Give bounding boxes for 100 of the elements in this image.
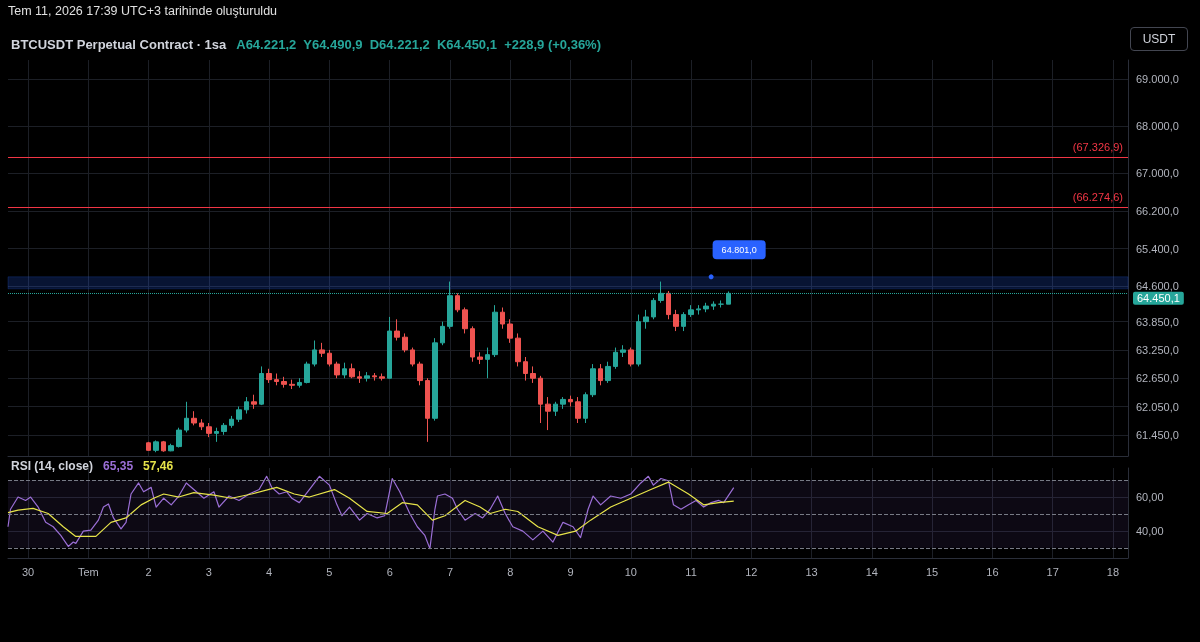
candlestick: [651, 297, 656, 320]
x-tick-label: 30: [21, 565, 35, 578]
candlestick: [394, 318, 400, 341]
candlestick: [666, 290, 671, 320]
candlestick: [718, 299, 724, 308]
x-tick-label: 5: [326, 565, 333, 578]
annotation: 65,35: [103, 459, 134, 473]
x-tick-label: 14: [865, 565, 878, 578]
candlestick: [620, 344, 626, 358]
line-series: [7, 475, 735, 550]
candlestick: [590, 363, 596, 398]
x-tick-label: 9: [567, 565, 574, 578]
chart-title: RSI (14, close): [11, 459, 94, 473]
candlestick: [515, 332, 521, 367]
y-tick-label: 62.650,0: [1136, 372, 1179, 385]
candlestick: [176, 427, 182, 449]
candlestick: [696, 304, 701, 316]
x-tick-label: 13: [805, 565, 818, 578]
candlestick: [470, 325, 475, 363]
candlestick: [432, 337, 438, 422]
candlestick: [161, 440, 166, 453]
candlestick: [184, 401, 189, 433]
ref-line-label: (66.274,6): [1072, 190, 1123, 203]
x-tick-label: 12: [745, 565, 758, 578]
candlestick: [507, 318, 513, 344]
line-series: [7, 481, 735, 538]
candlestick: [199, 418, 204, 431]
candlestick: [229, 415, 234, 429]
candlestick: [530, 365, 536, 384]
y-tick-label: 60,00: [1136, 490, 1164, 503]
x-tick-label: 10: [624, 565, 637, 578]
candlestick: [364, 371, 370, 383]
candlestick: [402, 332, 408, 353]
candlestick: [334, 361, 340, 379]
chart-subtitle: A64.221,2 Y64.490,9 D64.221,2 K64.450,1 +228,9 (+0,36%): [236, 36, 602, 52]
candlestick: [259, 365, 264, 406]
x-tick-label: 6: [386, 565, 393, 578]
candlestick: [553, 401, 558, 417]
ref-line-label: 64.450,1: [1137, 292, 1180, 305]
candlestick: [711, 300, 716, 311]
candlestick: [281, 376, 287, 389]
y-tick-label: 64.600,0: [1136, 280, 1179, 293]
candlestick: [538, 375, 543, 424]
candlestick: [387, 316, 392, 380]
chart-title: BTCUSDT Perpetual Contract · 1sa: [11, 36, 228, 52]
x-tick-label: 3: [205, 565, 212, 578]
candlestick: [214, 427, 219, 443]
candlestick: [598, 363, 603, 386]
candlestick: [440, 321, 445, 346]
candlestick: [455, 292, 460, 313]
y-tick-label: 40,00: [1136, 524, 1164, 537]
candlestick: [206, 422, 212, 438]
candlestick: [349, 363, 355, 379]
candlestick: [583, 391, 588, 424]
candlestick: [560, 396, 566, 410]
candlestick: [251, 394, 257, 410]
candlestick: [312, 340, 317, 367]
x-tick-label: 15: [926, 565, 939, 578]
x-tick-label: 8: [507, 565, 514, 578]
candlestick: [274, 373, 279, 386]
y-tick-label: 67.000,0: [1136, 167, 1179, 180]
candlestick: [545, 396, 551, 431]
text: Tem 11, 2026 17:39 UTC+3 tarihinde oluşturuldu: [8, 4, 278, 18]
candlestick: [327, 349, 332, 367]
y-tick-label: 69.000,0: [1136, 72, 1179, 85]
x-tick-label: 18: [1106, 565, 1120, 578]
candlestick: [319, 342, 325, 358]
candlestick: [425, 377, 430, 443]
candlestick: [681, 311, 686, 332]
candlestick: [673, 309, 679, 332]
y-tick-label: 63.250,0: [1136, 343, 1179, 356]
candlestick: [372, 372, 377, 382]
x-tick-label: 7: [446, 565, 454, 578]
candlestick: [613, 347, 618, 370]
text: USDT: [1130, 27, 1188, 51]
candlestick: [191, 410, 197, 426]
candlestick: [636, 314, 641, 367]
candlestick: [605, 361, 611, 384]
candlestick: [643, 309, 649, 330]
candlestick: [221, 422, 227, 436]
candlestick: [357, 370, 362, 384]
y-tick-label: 63.850,0: [1136, 315, 1179, 328]
candlestick: [304, 361, 310, 384]
candlestick: [477, 351, 483, 365]
candlestick: [379, 373, 385, 382]
x-tick-label: 2: [145, 565, 152, 578]
x-tick-label: 11: [685, 565, 697, 578]
x-tick-label: 4: [266, 565, 273, 578]
candlestick: [628, 347, 634, 367]
annotation: 64.801,0: [721, 244, 757, 255]
y-tick-label: 62.050,0: [1136, 400, 1179, 413]
y-tick-label: 61.450,0: [1136, 428, 1179, 441]
x-tick-label: Tem: [77, 565, 99, 578]
candlestick: [417, 361, 423, 386]
candlestick: [266, 368, 272, 384]
candlestick: [153, 439, 159, 453]
candlestick: [462, 307, 468, 334]
y-tick-label: 68.000,0: [1136, 120, 1179, 132]
candlestick: [236, 406, 242, 423]
candlestick: [146, 441, 151, 452]
